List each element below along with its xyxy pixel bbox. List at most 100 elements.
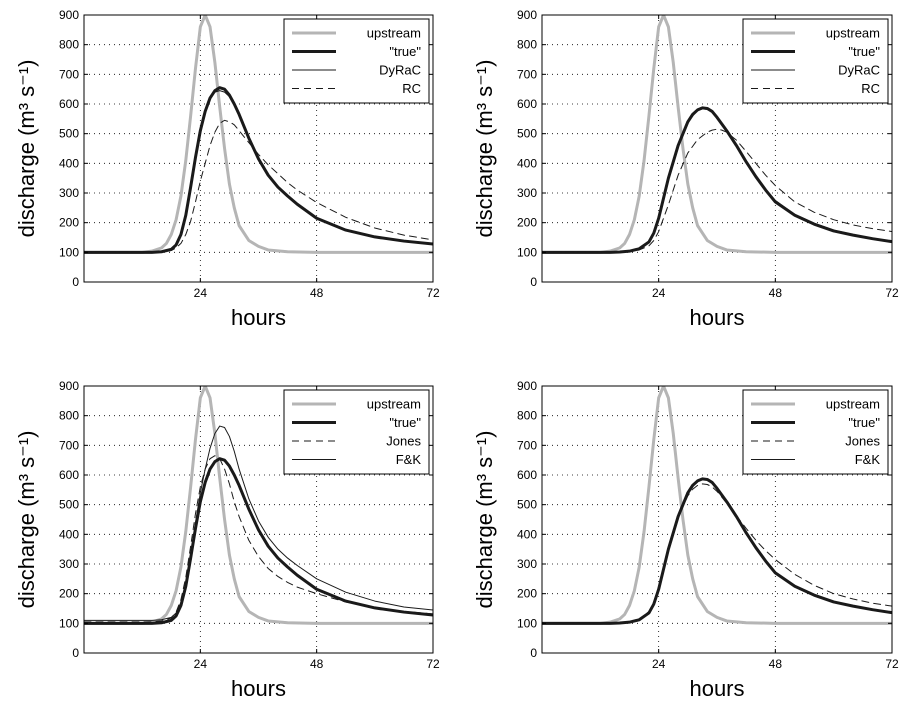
chart-panel-2: 0 100 200 300 400 500 600 700 800 900 24 48 72 hours d… [472,8,899,330]
x-tick-label: 24 [652,657,666,671]
y-axis-title: discharge (m³ s⁻¹) [14,431,39,609]
y-tick-label: 200 [517,216,537,230]
x-tick-label: 72 [426,657,440,671]
legend: upstream "true" Jones F&K [742,389,889,475]
y-tick-label: 0 [530,275,537,289]
x-tick-label: 24 [194,657,208,671]
y-axis-title: discharge (m³ s⁻¹) [14,60,39,238]
chart-panel-4: 0 100 200 300 400 500 600 700 800 900 24 48 72 hours d… [472,379,899,701]
x-tick-label: 24 [194,286,208,300]
legend-label: upstream [367,26,421,41]
y-tick-label: 900 [517,8,537,22]
series-line-3 [84,90,433,253]
series-group [84,386,433,625]
axes-frame [541,14,893,283]
legend-label: "true" [848,44,880,59]
y-tick-label: 0 [72,275,79,289]
y-tick-label: 900 [517,379,537,393]
series-line-4 [542,128,892,253]
y-tick-label: 700 [517,67,537,81]
y-tick-label: 600 [59,468,79,482]
y-tick-label: 300 [517,557,537,571]
y-tick-label: 700 [517,438,537,452]
y-tick-label: 500 [517,498,537,512]
legend-label: F&K [855,452,881,467]
y-tick-label: 800 [59,409,79,423]
series-group [542,15,892,254]
y-tick-label: 500 [59,498,79,512]
legend-label: upstream [826,397,880,412]
legend-label: upstream [826,26,880,41]
legend-label: "true" [389,415,421,430]
series-line-1 [84,386,433,625]
y-tick-label: 100 [59,245,79,259]
series-line-1 [542,386,892,625]
x-axis-title: hours [689,305,744,330]
legend: upstream "true" DyRaC RC [283,18,430,104]
chart-panel-1: 0 100 200 300 400 500 600 700 800 900 24 48 72 hours d… [14,8,440,330]
x-axis-title: hours [689,676,744,701]
legend-label: Jones [386,434,421,449]
y-tick-label: 300 [59,557,79,571]
x-tick-label: 72 [885,286,899,300]
legend-label: F&K [396,452,422,467]
y-tick-label: 0 [530,646,537,660]
series-line-3 [542,108,892,253]
series-group [84,15,433,254]
legend-label: "true" [848,415,880,430]
legend-label: DyRaC [379,63,421,78]
y-tick-label: 500 [59,127,79,141]
x-tick-label: 24 [652,286,666,300]
y-tick-label: 0 [72,646,79,660]
y-tick-label: 700 [59,438,79,452]
y-tick-label: 200 [59,587,79,601]
axes-frame [541,385,893,654]
series-line-1 [84,15,433,254]
chart-panel-3: 0 100 200 300 400 500 600 700 800 900 24 48 72 hours d… [14,379,440,701]
y-axis-title: discharge (m³ s⁻¹) [472,431,497,609]
y-tick-label: 600 [59,97,79,111]
y-tick-label: 100 [59,616,79,630]
axes-frame [83,14,434,283]
y-axis-title: discharge (m³ s⁻¹) [472,60,497,238]
series-group [542,386,892,625]
x-tick-label: 48 [769,286,783,300]
y-tick-label: 400 [517,156,537,170]
series-line-2 [84,457,433,625]
x-tick-label: 72 [885,657,899,671]
y-tick-label: 900 [59,8,79,22]
x-tick-label: 48 [310,286,324,300]
axes-frame [83,385,434,654]
legend-label: RC [402,81,421,96]
series-line-1 [542,15,892,254]
y-tick-label: 900 [59,379,79,393]
legend-label: "true" [389,44,421,59]
series-line-4 [542,478,892,624]
series-line-3 [84,455,433,623]
y-tick-label: 600 [517,468,537,482]
series-line-4 [84,425,433,621]
y-tick-label: 400 [59,527,79,541]
y-tick-label: 200 [59,216,79,230]
legend: upstream "true" DyRaC RC [742,18,889,104]
series-line-4 [84,119,433,253]
y-tick-label: 100 [517,245,537,259]
y-tick-label: 300 [517,186,537,200]
legend-label: DyRaC [838,63,880,78]
series-line-3 [542,483,892,624]
y-tick-label: 400 [517,527,537,541]
x-tick-label: 48 [769,657,783,671]
legend: upstream "true" Jones F&K [283,389,430,475]
x-tick-label: 72 [426,286,440,300]
legend-label: Jones [845,434,880,449]
y-tick-label: 100 [517,616,537,630]
y-tick-label: 400 [59,156,79,170]
legend-label: RC [861,81,880,96]
y-tick-label: 700 [59,67,79,81]
y-tick-label: 300 [59,186,79,200]
legend-label: upstream [367,397,421,412]
y-tick-label: 500 [517,127,537,141]
y-tick-label: 800 [517,409,537,423]
y-tick-label: 600 [517,97,537,111]
